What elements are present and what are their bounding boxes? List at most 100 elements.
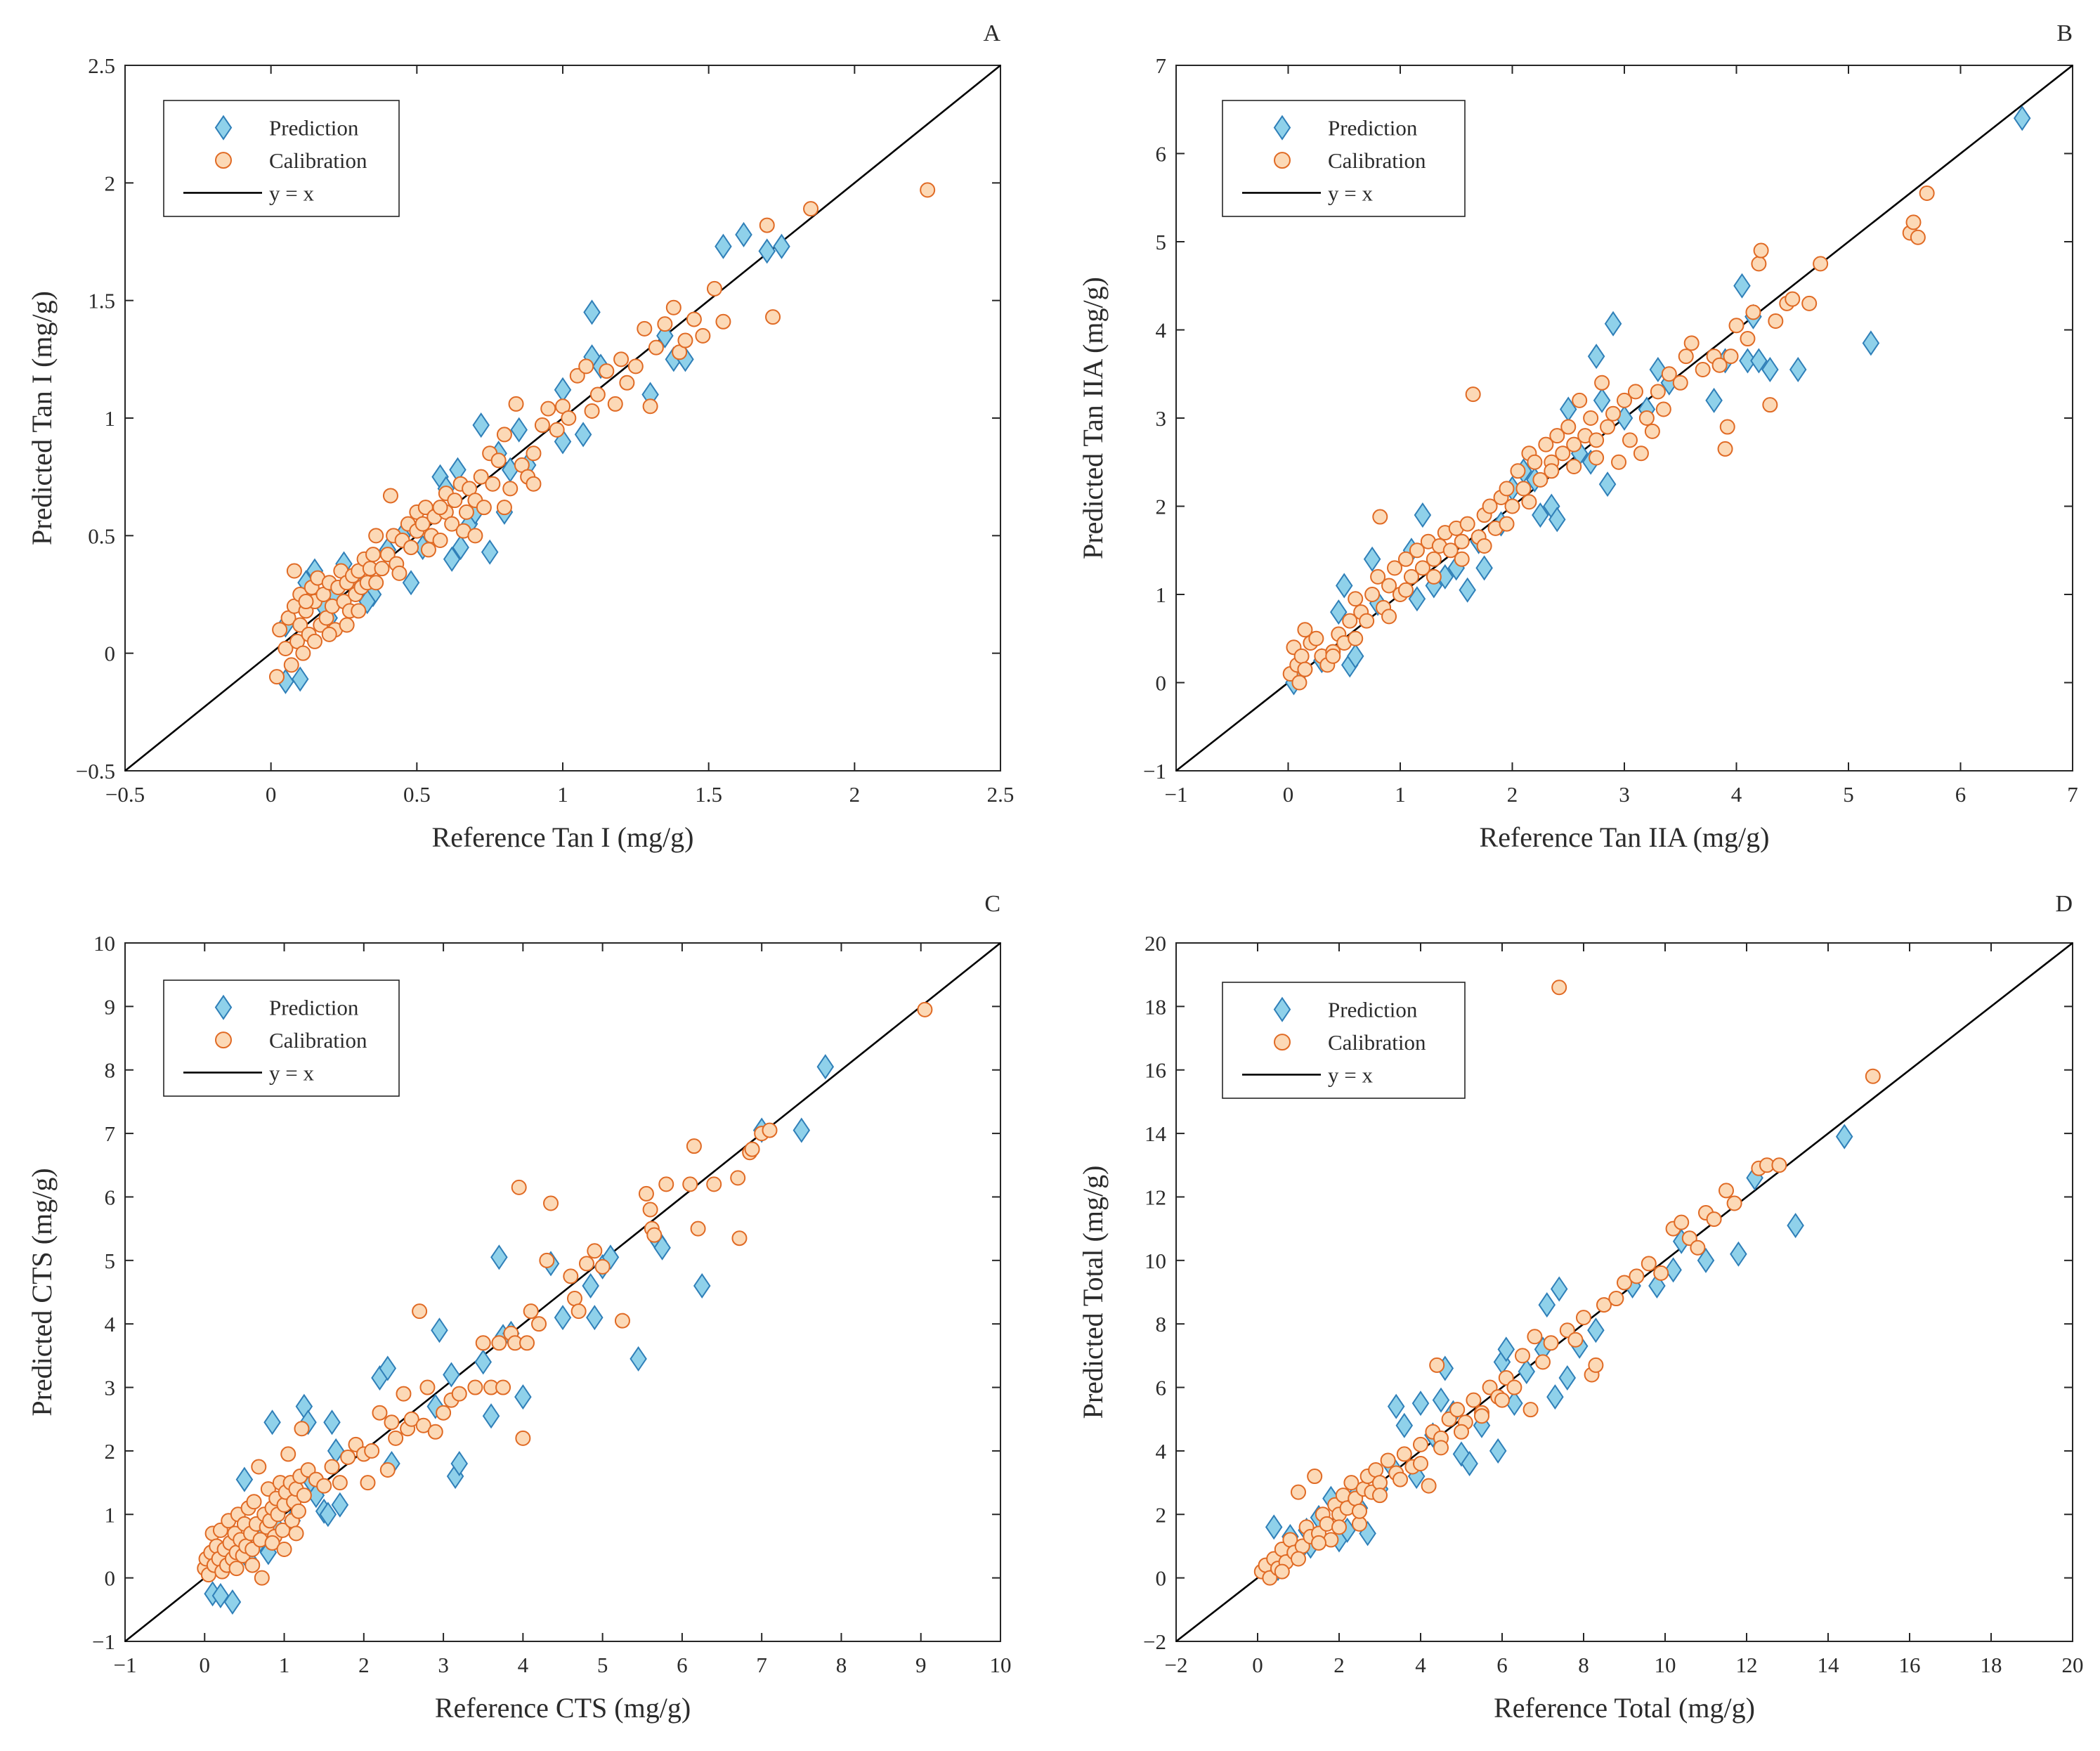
y-tick-label: 5 (105, 1249, 116, 1273)
calibration-point (364, 1443, 380, 1459)
y-tick-label: 12 (1144, 1185, 1166, 1209)
panel-d: −2 0 2 4 6 8 10 12 14 16 18 20 −2 0 2 4 6 8 10 12 14 16 18 20 Re… (1077, 891, 2084, 1724)
prediction-point (793, 1117, 811, 1143)
x-tick-label: 1.5 (695, 782, 722, 807)
prediction-point (2013, 105, 2031, 131)
y-tick-label: 2 (1156, 495, 1167, 519)
calibration-point (1589, 450, 1605, 466)
calibration-point (467, 528, 483, 544)
y-tick-label: 1 (105, 406, 116, 431)
y-axis-title: Predicted Total (mg/g) (1077, 1166, 1109, 1419)
prediction-point (299, 1410, 317, 1436)
calibration-point (496, 500, 512, 516)
calibration-point (677, 332, 693, 349)
legend-calibration-label: Calibration (269, 148, 367, 173)
calibration-point (1644, 423, 1660, 439)
calibration-point (686, 1138, 702, 1154)
calibration-point (324, 1459, 340, 1475)
calibration-point (1521, 494, 1537, 510)
calibration-point (1633, 445, 1649, 462)
calibration-point (485, 476, 501, 492)
prediction-point (431, 1317, 448, 1343)
prediction-point (474, 1349, 492, 1375)
calibration-point (1544, 463, 1560, 479)
x-tick-label: 7 (756, 1653, 767, 1677)
y-tick-label: 10 (93, 931, 115, 956)
calibration-point (475, 1335, 491, 1351)
calibration-point (658, 1176, 674, 1192)
calibration-point (637, 320, 653, 337)
calibration-point (295, 645, 311, 661)
calibration-point (490, 453, 507, 469)
x-tick-label: 9 (915, 1653, 927, 1677)
calibration-point (1583, 410, 1599, 426)
calibration-point (1551, 979, 1567, 996)
calibration-point (496, 427, 512, 443)
calibration-point (244, 1557, 261, 1573)
calibration-point (1348, 591, 1364, 607)
prediction-point (1548, 507, 1566, 533)
calibration-point (1380, 1452, 1396, 1469)
x-tick-label: 6 (1496, 1653, 1508, 1677)
calibration-point (1499, 516, 1515, 532)
y-tick-label: −1 (1143, 759, 1166, 783)
x-tick-label: 1 (279, 1653, 290, 1677)
calibration-point (803, 201, 819, 217)
calibration-point (1627, 384, 1643, 400)
calibration-point (332, 1475, 348, 1491)
x-tick-label: 6 (1955, 782, 1967, 807)
calibration-point (563, 1268, 579, 1284)
prediction-point (1862, 330, 1880, 356)
calibration-point (290, 1503, 306, 1519)
prediction-point (715, 233, 732, 259)
calibration-point (254, 1570, 270, 1586)
x-tick-label: −0.5 (105, 782, 145, 807)
calibration-point (578, 358, 594, 375)
y-tick-label: 0 (1156, 1566, 1167, 1591)
calibration-point (1403, 568, 1419, 585)
calibration-point (1426, 568, 1442, 585)
x-tick-label: 4 (1415, 1653, 1426, 1677)
x-tick-label: 0 (1252, 1653, 1263, 1677)
calibration-point (543, 1195, 559, 1211)
calibration-point (436, 1405, 452, 1421)
calibration-point (1454, 1424, 1469, 1440)
calibration-point (283, 657, 299, 673)
calibration-point (1311, 1535, 1326, 1551)
calibration-point (340, 1449, 356, 1465)
y-tick-label: 3 (105, 1376, 116, 1400)
calibration-point (1576, 1310, 1591, 1326)
prediction-point (1739, 348, 1756, 374)
calibration-point (391, 565, 407, 581)
calibration-point (1538, 436, 1554, 453)
calibration-point (511, 1179, 527, 1195)
calibration-point (706, 1176, 722, 1192)
prediction-point (1330, 599, 1348, 625)
calibration-point (1717, 441, 1733, 457)
y-tick-label: 4 (1156, 1439, 1167, 1464)
calibration-point (473, 469, 489, 485)
calibration-point (403, 540, 419, 556)
prediction-legend-icon (1273, 996, 1291, 1022)
calibration-point (1719, 419, 1735, 435)
calibration-point (1695, 361, 1711, 377)
y-tick-label: 1 (1156, 582, 1167, 607)
prediction-point (1414, 502, 1432, 528)
x-axis-title: Reference Tan IIA (mg/g) (1480, 821, 1770, 853)
x-tick-label: 5 (1843, 782, 1854, 807)
prediction-point (1664, 1257, 1682, 1283)
prediction-point (263, 1410, 281, 1436)
x-tick-label: 2.5 (987, 782, 1015, 807)
calibration-point (1608, 1291, 1624, 1307)
legend-box (1222, 982, 1466, 1099)
y-tick-label: 6 (1156, 1376, 1167, 1400)
prediction-point (1705, 387, 1723, 413)
calibration-point (1522, 1402, 1539, 1418)
calibration-point (379, 547, 396, 563)
calibration-point (432, 500, 448, 516)
x-tick-label: 20 (2062, 1653, 2084, 1677)
prediction-point (319, 1502, 337, 1528)
calibration-point (1566, 459, 1582, 475)
calibration-point (1527, 1329, 1543, 1345)
calibration-point (594, 1258, 611, 1275)
